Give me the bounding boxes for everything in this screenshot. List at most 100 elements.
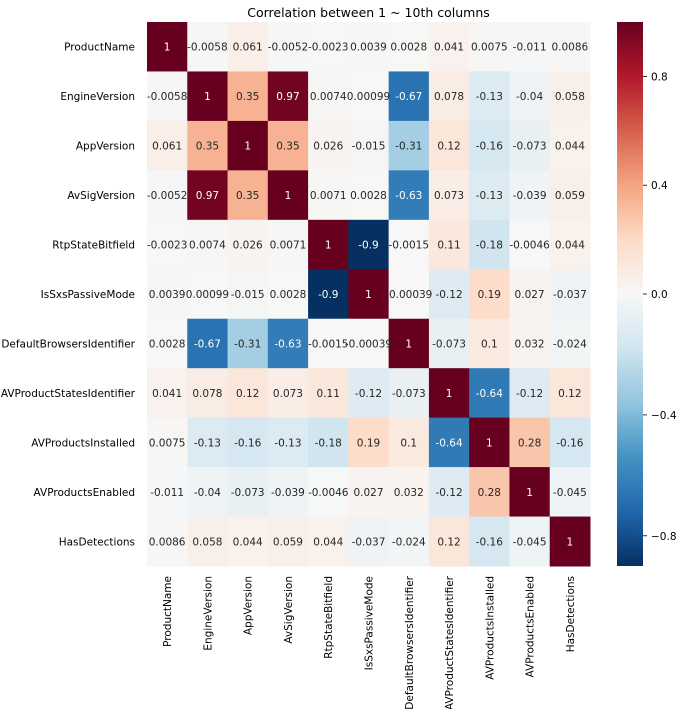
- cell-value-label: -0.12: [435, 289, 462, 301]
- cell-value-label: -0.0015: [389, 240, 430, 252]
- column-tick-label: HasDetections: [565, 576, 577, 652]
- heatmap-cell: [469, 120, 510, 171]
- cell-value-label: 0.12: [437, 536, 460, 548]
- heatmap-cell: [549, 71, 591, 122]
- heatmap-cell: [428, 22, 470, 72]
- heatmap-cell: [348, 368, 390, 419]
- cell-value-label: 0.0039: [149, 289, 186, 301]
- heatmap-cell: [308, 368, 349, 419]
- heatmap-cell: [308, 516, 349, 567]
- row-tick-label: ProductName: [64, 42, 135, 54]
- heatmap-cell: [147, 71, 188, 122]
- heatmap-cell: [549, 368, 591, 419]
- heatmap-cell: [509, 467, 551, 518]
- chart-title: Correlation between 1 ~ 10th columns: [247, 5, 490, 20]
- heatmap-cell: [509, 71, 551, 122]
- heatmap-cell: [267, 170, 309, 221]
- heatmap-cell: [267, 22, 309, 72]
- colorbar-tick-label: 0.8: [651, 71, 668, 83]
- cell-value-label: 0.19: [357, 437, 380, 449]
- cell-value-label: -0.073: [432, 338, 466, 350]
- cell-value-label: 0.0071: [270, 240, 307, 252]
- heatmap-cell: [147, 516, 188, 567]
- heatmap-cell: [469, 71, 510, 122]
- heatmap-cell: [267, 120, 309, 171]
- heatmap-cell: [308, 219, 349, 270]
- heatmap-value-labels: 1 -0.0058 0.061 -0.0052 -0.0023 0.0039 0.0028 0…: [147, 42, 589, 549]
- cell-value-label: 1: [365, 289, 372, 301]
- cell-value-label: 1: [285, 190, 292, 202]
- y-tick-labels: ProductName EngineVersion AppVersion AvSigV…: [1, 42, 136, 549]
- cell-value-label: 1: [567, 536, 574, 548]
- heatmap-cell: [147, 417, 188, 468]
- colorbar-tick-label: −0.4: [651, 410, 677, 422]
- heatmap-cell: [227, 368, 269, 419]
- heatmap-cell: [549, 120, 591, 171]
- heatmap-cell: [509, 120, 551, 171]
- column-tick-label: RtpStateBitfield: [323, 576, 335, 659]
- cell-value-label: 0.059: [555, 190, 585, 202]
- cell-value-label: 0.059: [273, 536, 303, 548]
- heatmap-cell: [469, 269, 510, 320]
- cell-value-label: 1: [526, 487, 533, 499]
- heatmap-cell: [187, 22, 229, 72]
- cell-value-label: -0.0058: [147, 91, 188, 103]
- heatmap-cell: [267, 516, 309, 567]
- cell-value-label: 0.041: [152, 388, 182, 400]
- cell-value-label: 0.044: [555, 141, 585, 153]
- heatmap-cell: [428, 417, 470, 468]
- heatmap-cell: [509, 219, 551, 270]
- column-tick-label: EngineVersion: [202, 576, 214, 651]
- heatmap-cell: [348, 219, 390, 270]
- cell-value-label: -0.011: [150, 487, 184, 499]
- heatmap-cell: [348, 269, 390, 320]
- row-tick-label: DefaultBrowsersIdentifier: [1, 338, 135, 350]
- heatmap-cell: [227, 120, 269, 171]
- cell-value-label: 0.044: [555, 240, 585, 252]
- cell-value-label: 0.0075: [471, 42, 508, 54]
- heatmap-cell: [549, 219, 591, 270]
- cell-value-label: 0.0071: [310, 190, 347, 202]
- heatmap-cell: [469, 318, 510, 369]
- heatmap-cell: [348, 22, 390, 72]
- cell-value-label: -0.0015: [308, 338, 349, 350]
- cell-value-label: 0.032: [394, 487, 424, 499]
- cell-value-label: -0.63: [274, 338, 301, 350]
- cell-value-label: -0.0052: [147, 190, 188, 202]
- cell-value-label: 0.28: [518, 437, 541, 449]
- column-tick-label: AppVersion: [243, 576, 255, 635]
- heatmap-cell: [388, 417, 430, 468]
- heatmap-cell: [509, 269, 551, 320]
- colorbar-tick-label: 0.4: [651, 180, 668, 192]
- heatmap-cell: [187, 71, 229, 122]
- heatmap-cell: [227, 516, 269, 567]
- cell-value-label: 0.28: [478, 487, 501, 499]
- cell-value-label: -0.04: [194, 487, 221, 499]
- heatmap-cell: [147, 170, 188, 221]
- heatmap-cell: [267, 269, 309, 320]
- heatmap-cell: [187, 120, 229, 171]
- heatmap-cell: [388, 22, 430, 72]
- heatmap-cell: [469, 22, 510, 72]
- cell-value-label: 0.027: [353, 487, 383, 499]
- cell-value-label: 0.0074: [310, 91, 347, 103]
- cell-value-label: 1: [244, 141, 251, 153]
- cell-value-label: -0.037: [352, 536, 386, 548]
- cell-value-label: -0.073: [392, 388, 426, 400]
- heatmap-cell: [187, 170, 229, 221]
- heatmap-cell: [147, 318, 188, 369]
- cell-value-label: -0.13: [194, 437, 221, 449]
- heatmap-cell: [348, 467, 390, 518]
- cell-value-label: 0.058: [555, 91, 585, 103]
- heatmap-cell: [388, 120, 430, 171]
- cell-value-label: 0.11: [317, 388, 340, 400]
- heatmap-cell: [227, 318, 269, 369]
- cell-value-label: -0.04: [516, 91, 543, 103]
- heatmap-cell: [187, 368, 229, 419]
- row-tick-label: AppVersion: [76, 141, 135, 153]
- cell-value-label: -0.045: [553, 487, 587, 499]
- cell-value-label: 1: [486, 437, 493, 449]
- cell-value-label: 0.35: [236, 190, 259, 202]
- heatmap-cell: [147, 368, 188, 419]
- heatmap-cell: [147, 467, 188, 518]
